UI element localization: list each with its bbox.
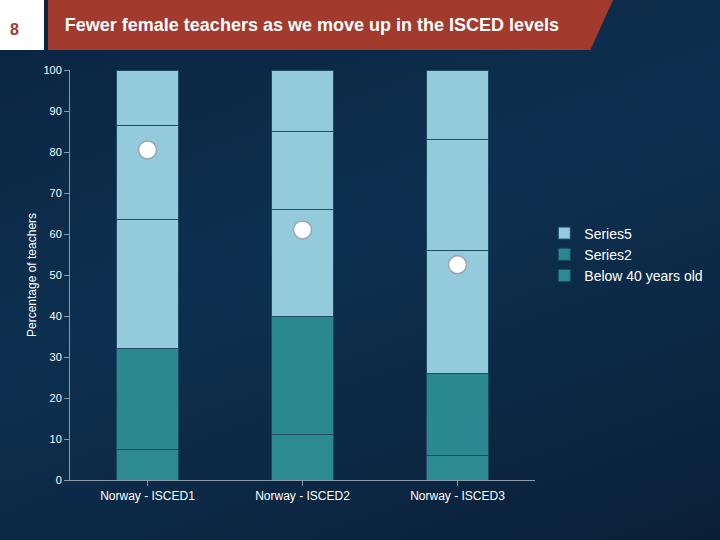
- svg-text:Series2: Series2: [584, 247, 632, 263]
- svg-text:40: 40: [50, 310, 62, 322]
- svg-text:60: 60: [50, 228, 62, 240]
- svg-text:Norway - ISCED1: Norway - ISCED1: [100, 489, 195, 503]
- svg-text:0: 0: [56, 474, 62, 486]
- svg-text:Norway - ISCED3: Norway - ISCED3: [410, 489, 505, 503]
- svg-text:Below 40 years old: Below 40 years old: [584, 268, 702, 284]
- svg-text:100: 100: [43, 64, 61, 76]
- svg-text:50: 50: [50, 269, 62, 281]
- svg-text:70: 70: [50, 187, 62, 199]
- svg-text:Fewer female teachers as we mo: Fewer female teachers as we move up in t…: [65, 15, 559, 35]
- svg-text:30: 30: [50, 351, 62, 363]
- svg-text:8: 8: [10, 21, 19, 38]
- svg-text:10: 10: [50, 433, 62, 445]
- svg-text:90: 90: [50, 105, 62, 117]
- svg-text:Series5: Series5: [584, 226, 632, 242]
- svg-text:20: 20: [50, 392, 62, 404]
- svg-text:Norway - ISCED2: Norway - ISCED2: [255, 489, 350, 503]
- svg-text:80: 80: [50, 146, 62, 158]
- svg-text:Percentage of teachers: Percentage of teachers: [25, 213, 39, 337]
